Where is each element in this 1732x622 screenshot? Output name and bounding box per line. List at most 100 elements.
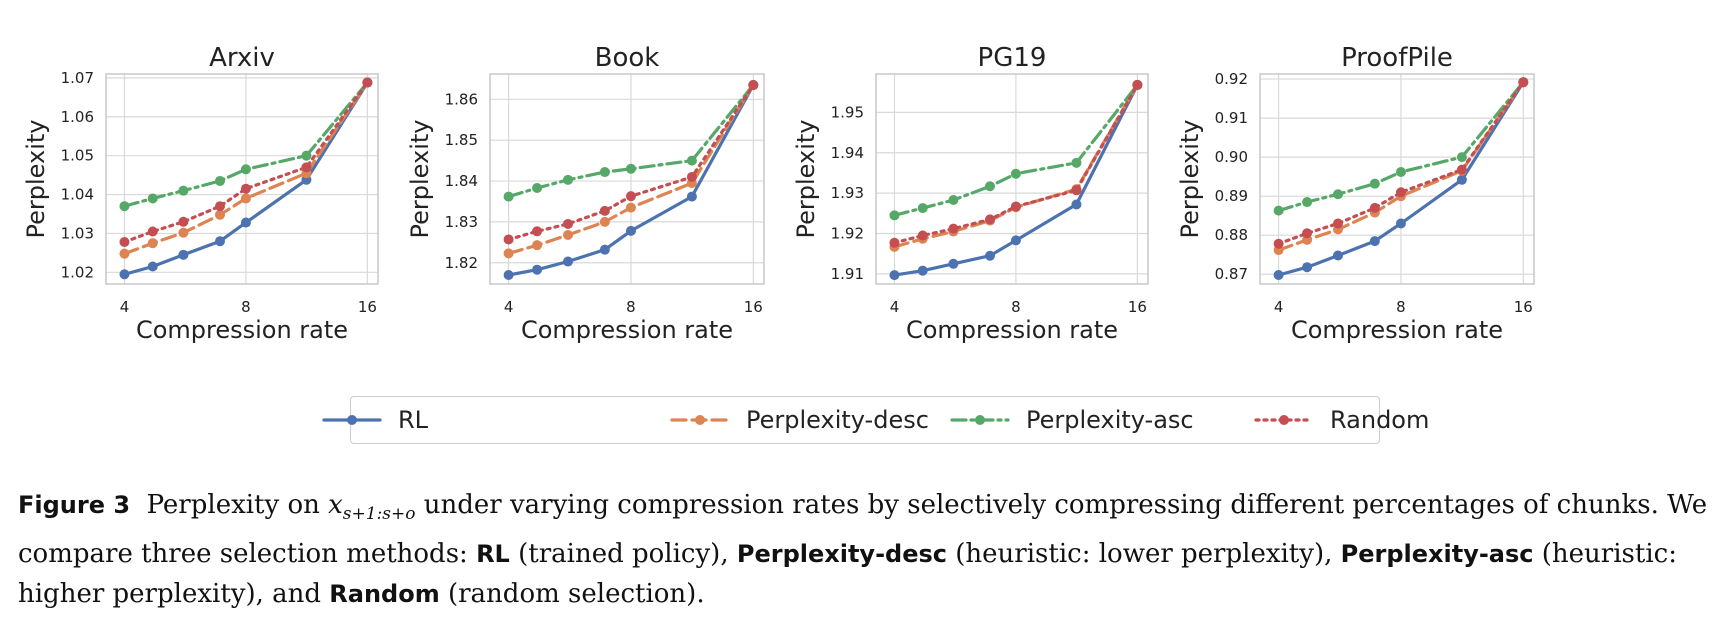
data-point [686,171,697,182]
data-point [503,248,514,259]
caption-desc-pdesc: (heuristic: lower perplexity), [947,539,1341,570]
data-point [1071,199,1082,210]
data-point [1302,197,1313,208]
data-point [1071,157,1082,168]
data-point [686,191,697,202]
figure-caption: Figure 3 Perplexity on xs+1:s+o under va… [18,485,1718,614]
data-point [562,256,573,267]
data-point [214,201,225,212]
data-point [178,249,189,260]
chart-title: Arxiv [209,43,275,73]
data-point [178,227,189,238]
legend [350,396,1380,444]
data-point [948,258,959,269]
data-point [532,240,543,251]
data-point [119,269,130,280]
y-tick-label: 1.84 [445,172,478,190]
data-point [625,225,636,236]
y-axis-label: Perplexity [792,120,820,239]
data-point [532,182,543,193]
method-perplexity-desc: Perplexity-desc [736,540,947,569]
data-point [147,261,158,272]
method-perplexity-asc: Perplexity-asc [1340,540,1534,569]
data-point [1456,164,1467,175]
y-tick-label: 0.91 [1215,109,1248,127]
y-tick-label: 0.89 [1215,187,1248,205]
figure-label: Figure 3 [18,491,131,519]
x-tick-label: 4 [1274,298,1284,316]
x-tick-label: 8 [626,298,636,316]
series-random [119,77,373,247]
data-point [625,202,636,213]
data-point [147,193,158,204]
y-tick-label: 1.95 [831,103,864,121]
data-point [1132,79,1143,90]
y-tick-label: 1.83 [445,213,478,231]
y-axis-label: Perplexity [406,120,434,239]
x-axis-label: Compression rate [521,316,733,344]
data-point [599,216,610,227]
y-tick-label: 1.04 [61,186,94,204]
data-point [562,229,573,240]
data-point [562,174,573,185]
chart-title: ProofPile [1341,43,1453,73]
plot-frame [105,73,379,285]
data-point [599,244,610,255]
method-random: Random [329,580,440,609]
data-point [178,185,189,196]
data-point [1369,202,1380,213]
x-axis-label: Compression rate [1291,316,1503,344]
data-point [1456,174,1467,185]
caption-desc-pasc: (heuristic: higher perplexity), and [18,539,1677,610]
y-tick-label: 0.90 [1215,148,1248,166]
method-rl: RL [476,540,510,569]
y-axis-label: Perplexity [22,120,50,239]
data-point [503,234,514,245]
chart-book: Book Compression rate Perplexity 4 8 16 1.82 1.… [406,43,765,344]
caption-desc-rl: (trained policy), [509,539,737,570]
chart-title: Book [595,43,660,73]
x-tick-label: 8 [1396,298,1406,316]
y-tick-label: 0.92 [1215,70,1248,88]
data-point [503,191,514,202]
data-point [948,223,959,234]
data-point [1456,152,1467,163]
caption-text-1: under varying compression rates by selec… [18,490,1708,570]
x-tick-label: 16 [1128,298,1147,316]
data-point [917,203,928,214]
data-point [1273,270,1284,281]
y-tick-label: 1.94 [831,144,864,162]
data-point [1395,166,1406,177]
data-point [214,236,225,247]
x-axis-label: Compression rate [136,316,348,344]
y-tick-label: 1.92 [831,225,864,243]
data-point [503,270,514,281]
data-point [686,155,697,166]
chart-arxiv: Arxiv Compression rate Perplexity 4 8 16 1.02 1… [22,43,379,344]
data-point [240,164,251,175]
data-point [1369,178,1380,189]
y-tick-label: 1.05 [61,147,94,165]
data-point [178,216,189,227]
data-point [1010,201,1021,212]
data-point [985,214,995,225]
plot-frame [1259,73,1535,285]
chart-proofpile: ProofPile Compression rate Perplexity 4 8 16 0… [1176,43,1535,344]
series-random [503,80,759,245]
y-tick-label: 1.93 [831,184,864,202]
data-point [214,209,225,220]
data-point [119,201,130,212]
data-point [240,217,251,228]
data-point [917,230,928,241]
caption-desc-random: (random selection). [439,579,705,610]
data-point [362,77,373,88]
data-point [532,226,543,237]
x-axis-label: Compression rate [906,316,1118,344]
caption-text-pre: Perplexity on [146,490,329,520]
caption-math: xs+1:s+o [328,490,415,524]
x-tick-label: 8 [241,298,251,316]
math-subscript: s+1:s+o [342,504,416,525]
data-point [1518,77,1529,88]
data-point [1273,238,1284,249]
data-point [532,264,543,275]
